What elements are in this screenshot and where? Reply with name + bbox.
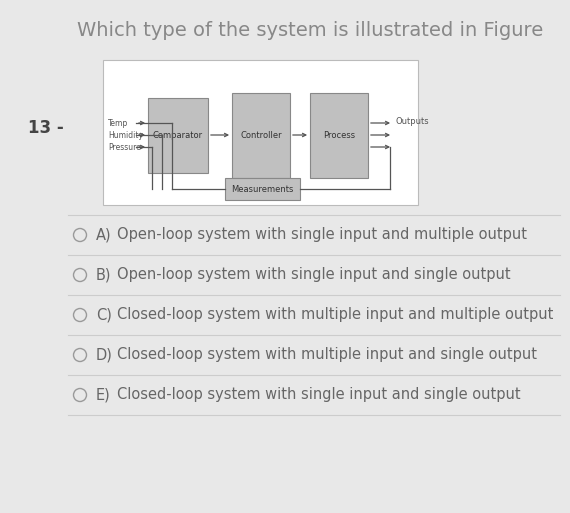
Text: Closed-loop system with single input and single output: Closed-loop system with single input and… xyxy=(117,387,520,403)
FancyBboxPatch shape xyxy=(148,98,208,173)
Text: Controller: Controller xyxy=(240,131,282,140)
Text: Which type of the system is illustrated in Figure: Which type of the system is illustrated … xyxy=(77,21,543,40)
Text: Closed-loop system with multiple input and single output: Closed-loop system with multiple input a… xyxy=(117,347,537,363)
Text: E): E) xyxy=(96,387,111,403)
FancyBboxPatch shape xyxy=(225,178,300,200)
Text: Closed-loop system with multiple input and multiple output: Closed-loop system with multiple input a… xyxy=(117,307,553,323)
Text: Process: Process xyxy=(323,131,355,140)
Text: Humidity: Humidity xyxy=(108,130,143,140)
Text: B): B) xyxy=(96,267,112,283)
Text: A): A) xyxy=(96,227,112,243)
FancyBboxPatch shape xyxy=(103,60,418,205)
Text: Comparator: Comparator xyxy=(153,131,203,140)
Text: 13 -: 13 - xyxy=(28,119,64,137)
Text: Open-loop system with single input and single output: Open-loop system with single input and s… xyxy=(117,267,511,283)
Text: D): D) xyxy=(96,347,113,363)
Text: Temp: Temp xyxy=(108,119,128,128)
FancyBboxPatch shape xyxy=(310,93,368,178)
Text: Measurements: Measurements xyxy=(231,185,294,193)
FancyBboxPatch shape xyxy=(232,93,290,178)
Text: Open-loop system with single input and multiple output: Open-loop system with single input and m… xyxy=(117,227,527,243)
Text: C): C) xyxy=(96,307,112,323)
Text: Pressure: Pressure xyxy=(108,143,141,151)
Text: Outputs: Outputs xyxy=(396,117,430,127)
